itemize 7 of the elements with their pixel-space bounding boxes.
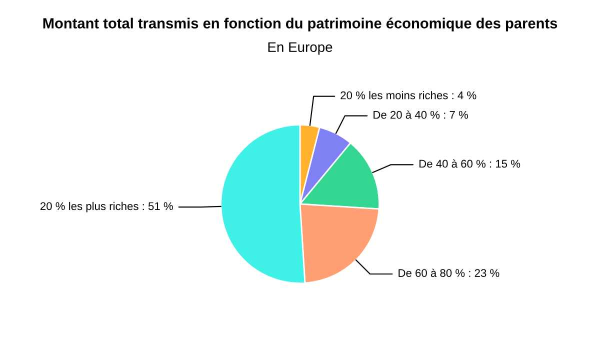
slice-label: 20 % les plus riches : 51 % <box>40 202 173 212</box>
slice-label: 20 % les moins riches : 4 % <box>340 91 476 100</box>
chart-subtitle: En Europe <box>268 42 332 55</box>
slice-label: De 40 à 60 % : 15 % <box>419 159 520 168</box>
slice-label: De 60 à 80 % : 23 % <box>398 268 500 277</box>
slice-label: De 20 à 40 % : 7 % <box>374 110 468 119</box>
chart-title: Montant total transmis en fonction du patrimoine économique des parents <box>43 18 558 32</box>
